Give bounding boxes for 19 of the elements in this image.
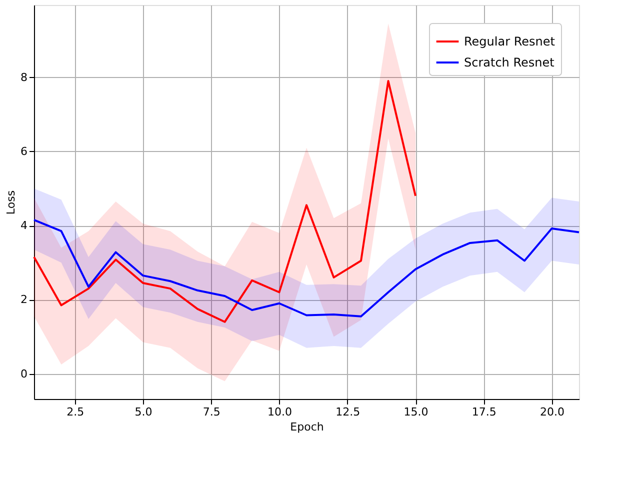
x-tick-label: 7.5	[202, 406, 220, 418]
y-tick-label: 8	[20, 70, 28, 84]
x-tick-label: 12.5	[336, 406, 360, 418]
x-tick-label: 5.0	[134, 406, 152, 418]
y-tick-label: 2	[20, 293, 28, 306]
y-axis-title: Loss	[4, 190, 18, 215]
legend-label: Scratch Resnet	[464, 56, 555, 70]
x-tick-label: 15.0	[404, 406, 428, 418]
y-tick-label: 4	[20, 219, 28, 232]
x-axis-title: Epoch	[290, 420, 324, 434]
line-series	[33, 218, 580, 318]
y-tick-label: 0	[20, 367, 28, 380]
x-tick-label: 20.0	[540, 406, 564, 418]
y-tick-label: 6	[20, 144, 28, 158]
x-tick-label: 2.5	[66, 406, 84, 418]
x-tick-label: 10.0	[268, 406, 292, 418]
legend-label: Regular Resnet	[464, 34, 556, 48]
line-series	[33, 80, 416, 323]
x-tick-label: 17.5	[472, 406, 496, 418]
